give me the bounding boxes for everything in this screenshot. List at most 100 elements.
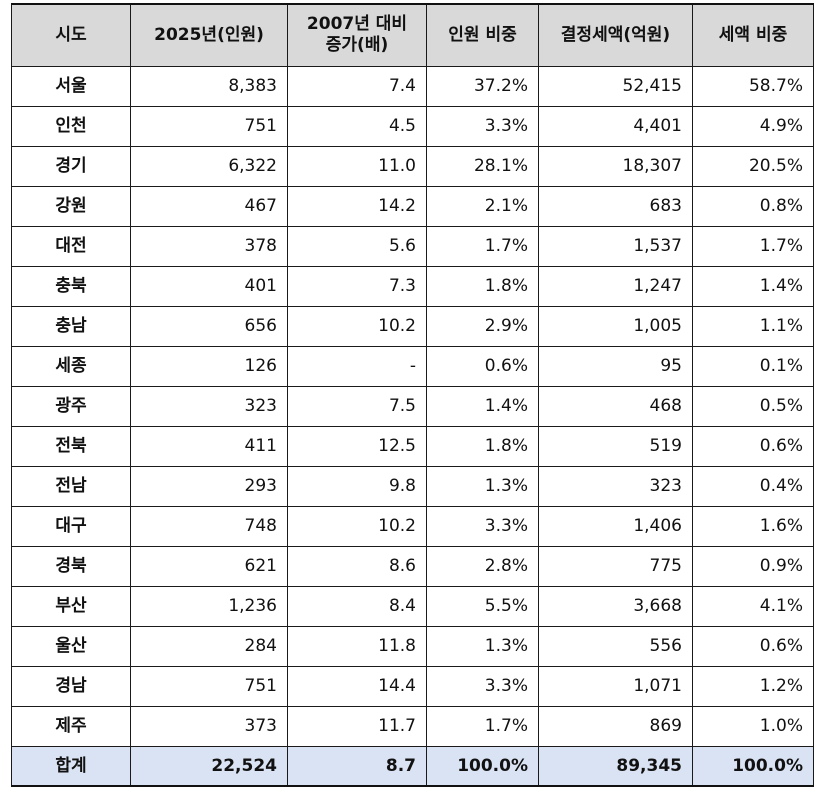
cell-tax-share: 20.5% [692, 145, 814, 187]
cell-region: 부산 [11, 585, 131, 627]
total-row: 합계 22,524 8.7 100.0% 89,345 100.0% [11, 745, 814, 787]
table-row: 경북 621 8.6 2.8% 775 0.9% [11, 545, 814, 587]
cell-growth: 14.2 [287, 185, 427, 227]
total-cell-growth: 8.7 [287, 745, 427, 787]
cell-region: 울산 [11, 625, 131, 667]
cell-tax-share: 1.4% [692, 265, 814, 307]
cell-growth: 7.5 [287, 385, 427, 427]
cell-region: 전남 [11, 465, 131, 507]
cell-tax-share: 4.9% [692, 105, 814, 147]
cell-tax-share: 1.1% [692, 305, 814, 347]
cell-region: 인천 [11, 105, 131, 147]
header-count-2025-line: 2025년(인원) [154, 24, 264, 45]
cell-growth: 11.7 [287, 705, 427, 747]
cell-tax-amount: 869 [538, 705, 693, 747]
cell-count-share: 0.6% [426, 345, 539, 387]
cell-region: 대구 [11, 505, 131, 547]
cell-region: 서울 [11, 65, 131, 107]
total-cell-count-2025: 22,524 [130, 745, 288, 787]
total-cell-region: 합계 [11, 745, 131, 787]
cell-tax-amount: 1,406 [538, 505, 693, 547]
table-row: 충북 401 7.3 1.8% 1,247 1.4% [11, 265, 814, 307]
cell-count-share: 28.1% [426, 145, 539, 187]
cell-region: 경남 [11, 665, 131, 707]
cell-count-2025: 411 [130, 425, 288, 467]
cell-tax-share: 1.2% [692, 665, 814, 707]
total-cell-count-share: 100.0% [426, 745, 539, 787]
cell-count-share: 1.3% [426, 465, 539, 507]
header-count-share: 인원 비중 [426, 3, 539, 67]
cell-count-share: 2.9% [426, 305, 539, 347]
table-row: 강원 467 14.2 2.1% 683 0.8% [11, 185, 814, 227]
cell-growth: 10.2 [287, 305, 427, 347]
cell-count-2025: 1,236 [130, 585, 288, 627]
cell-growth: 4.5 [287, 105, 427, 147]
cell-tax-share: 1.7% [692, 225, 814, 267]
cell-growth: 7.3 [287, 265, 427, 307]
cell-tax-amount: 556 [538, 625, 693, 667]
cell-tax-share: 1.0% [692, 705, 814, 747]
header-region: 시도 [11, 3, 131, 67]
cell-count-2025: 378 [130, 225, 288, 267]
cell-count-2025: 373 [130, 705, 288, 747]
table-row: 대구 748 10.2 3.3% 1,406 1.6% [11, 505, 814, 547]
cell-tax-amount: 18,307 [538, 145, 693, 187]
table-header: 시도 2025년(인원) 2007년 대비 증가(배) 인원 비중 결정세액(억원) 세액 … [11, 3, 814, 67]
table-row: 서울 8,383 7.4 37.2% 52,415 58.7% [11, 65, 814, 107]
cell-count-share: 1.7% [426, 705, 539, 747]
cell-count-2025: 467 [130, 185, 288, 227]
cell-count-share: 2.1% [426, 185, 539, 227]
header-tax-share-line: 세액 비중 [718, 24, 788, 45]
cell-tax-share: 0.1% [692, 345, 814, 387]
cell-growth: 11.0 [287, 145, 427, 187]
table-row: 경남 751 14.4 3.3% 1,071 1.2% [11, 665, 814, 707]
cell-count-share: 3.3% [426, 665, 539, 707]
cell-tax-amount: 95 [538, 345, 693, 387]
header-growth-line: 2007년 대비 [306, 14, 408, 35]
table-row: 광주 323 7.5 1.4% 468 0.5% [11, 385, 814, 427]
cell-count-2025: 751 [130, 665, 288, 707]
cell-region: 충남 [11, 305, 131, 347]
cell-tax-amount: 52,415 [538, 65, 693, 107]
table-row: 부산 1,236 8.4 5.5% 3,668 4.1% [11, 585, 814, 627]
cell-growth: 9.8 [287, 465, 427, 507]
cell-tax-share: 0.9% [692, 545, 814, 587]
cell-tax-share: 0.5% [692, 385, 814, 427]
cell-region: 광주 [11, 385, 131, 427]
cell-count-2025: 401 [130, 265, 288, 307]
cell-count-2025: 8,383 [130, 65, 288, 107]
cell-count-2025: 751 [130, 105, 288, 147]
cell-count-share: 1.4% [426, 385, 539, 427]
cell-tax-amount: 1,537 [538, 225, 693, 267]
table-body: 서울 8,383 7.4 37.2% 52,415 58.7% 인천 751 4.5 3.3% 4,… [11, 65, 814, 747]
header-tax-amount: 결정세액(억원) [538, 3, 693, 67]
cell-tax-share: 0.4% [692, 465, 814, 507]
table-row: 제주 373 11.7 1.7% 869 1.0% [11, 705, 814, 747]
cell-count-share: 3.3% [426, 105, 539, 147]
cell-tax-share: 0.6% [692, 625, 814, 667]
table-row: 울산 284 11.8 1.3% 556 0.6% [11, 625, 814, 667]
cell-count-share: 1.8% [426, 265, 539, 307]
cell-growth: 10.2 [287, 505, 427, 547]
cell-tax-amount: 1,071 [538, 665, 693, 707]
cell-region: 충북 [11, 265, 131, 307]
cell-region: 전북 [11, 425, 131, 467]
cell-tax-amount: 4,401 [538, 105, 693, 147]
header-row: 시도 2025년(인원) 2007년 대비 증가(배) 인원 비중 결정세액(억원) 세액 … [11, 3, 814, 67]
cell-growth: 8.6 [287, 545, 427, 587]
cell-growth: 14.4 [287, 665, 427, 707]
cell-growth: 8.4 [287, 585, 427, 627]
cell-tax-amount: 3,668 [538, 585, 693, 627]
header-tax-share: 세액 비중 [692, 3, 814, 67]
cell-growth: 7.4 [287, 65, 427, 107]
cell-count-2025: 126 [130, 345, 288, 387]
header-tax-amount-line: 결정세액(억원) [560, 24, 671, 45]
cell-count-share: 2.8% [426, 545, 539, 587]
table-row: 인천 751 4.5 3.3% 4,401 4.9% [11, 105, 814, 147]
cell-tax-amount: 683 [538, 185, 693, 227]
cell-count-2025: 621 [130, 545, 288, 587]
cell-tax-amount: 775 [538, 545, 693, 587]
cell-count-2025: 323 [130, 385, 288, 427]
cell-tax-share: 1.6% [692, 505, 814, 547]
total-cell-tax-amount: 89,345 [538, 745, 693, 787]
